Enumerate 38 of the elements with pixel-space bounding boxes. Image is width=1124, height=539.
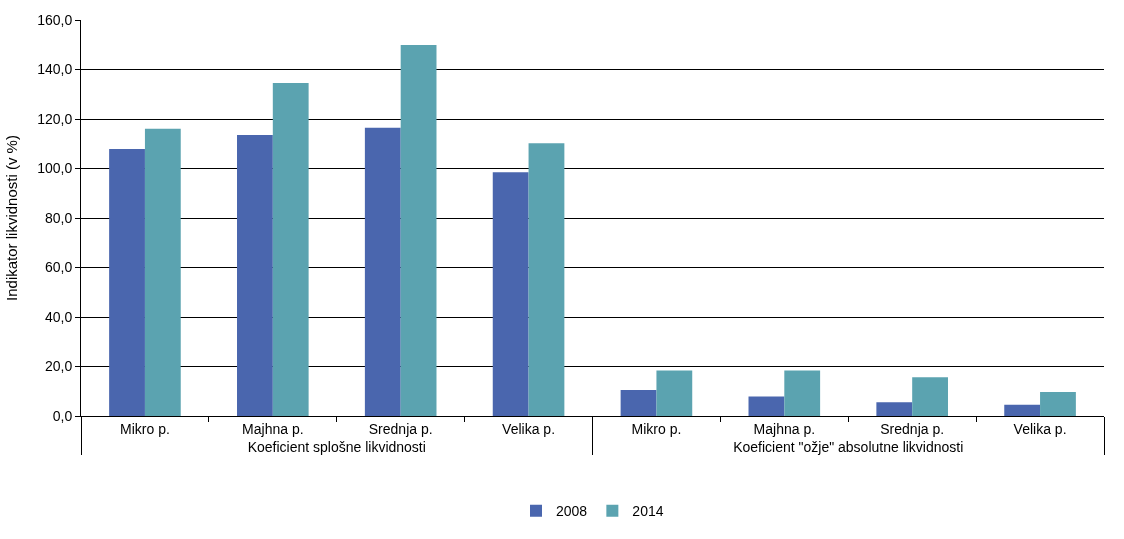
x-tick-label: Majhna p.: [242, 420, 304, 437]
bar: [237, 135, 273, 416]
bar: [912, 377, 948, 416]
bar: [656, 370, 693, 416]
x-tick-label: Velika p.: [502, 420, 556, 437]
y-tick-label: 100,0: [37, 160, 73, 177]
bar: [144, 128, 181, 416]
x-tick-label: Mikro p.: [120, 420, 170, 437]
y-axis-title: Indikator likvidnosti (v %): [3, 135, 21, 301]
x-tick-label: Srednja p.: [880, 420, 945, 437]
y-tick-label: 0,0: [52, 407, 73, 424]
bar: [272, 83, 309, 416]
x-tick-label: Majhna p.: [753, 420, 816, 437]
text: Koeficient splošne likvidnosti: [247, 438, 426, 455]
bar: [1004, 404, 1041, 416]
x-tick-label: Srednja p.: [368, 420, 433, 437]
text: Koeficient "ožje" absolutne likvidnosti: [733, 438, 964, 455]
y-tick-label: 160,0: [37, 11, 73, 28]
x-tick-label: Velika p.: [1013, 420, 1067, 437]
bar: [492, 172, 529, 416]
y-tick-label: 140,0: [37, 61, 73, 78]
y-tick-label: 60,0: [44, 259, 73, 276]
y-tick-label: 40,0: [44, 308, 73, 325]
bar: [620, 390, 657, 416]
bar: [400, 45, 437, 416]
bar: [1040, 391, 1076, 416]
x-tick-label: Mikro p.: [631, 420, 682, 437]
bar: [109, 148, 145, 416]
legend-label: 2014: [632, 503, 664, 520]
bar: [784, 370, 821, 416]
y-tick-label: 20,0: [44, 358, 73, 375]
bar: [364, 127, 401, 416]
bar: [748, 396, 785, 416]
bar: [876, 402, 913, 416]
legend-label: 2008: [556, 503, 588, 520]
bar: [528, 143, 565, 416]
y-tick-label: 80,0: [44, 209, 73, 226]
y-tick-label: 120,0: [37, 110, 73, 127]
